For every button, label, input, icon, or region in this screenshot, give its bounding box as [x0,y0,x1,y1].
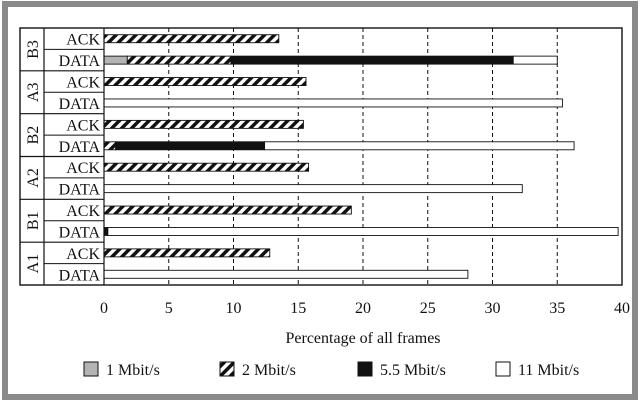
legend-label: 2 Mbit/s [242,362,296,379]
bar-A1-ack-hatch [103,248,271,258]
legend-label: 1 Mbit/s [106,362,160,379]
category-label-ack: ACK [66,32,100,49]
bar-B1-data-white [107,227,619,236]
category-label-data: DATA [59,53,101,70]
x-tick-label: 10 [226,300,242,317]
bar-B3-data-black [230,55,514,65]
bar-A3-data-white [103,98,563,108]
category-label-ack: ACK [66,203,100,220]
x-tick-label: 20 [355,300,371,317]
x-tick-label: 15 [290,300,306,317]
category-label-data: DATA [59,96,101,113]
x-tick-label: 40 [614,300,630,317]
x-tick-label: 25 [420,300,436,317]
bar-B2-ack-hatch [103,119,304,129]
bar-B1-ack-hatch [103,205,352,215]
bar-A1-data-white [103,269,469,279]
bar-A2-data-white [103,184,523,194]
legend-swatch-white [495,361,511,377]
category-label-ack: ACK [66,75,100,92]
outer-border [2,1,638,400]
legend-swatch-hatch [219,361,235,377]
bar-B3-ack-hatch [103,34,280,44]
bar-A3-ack-hatch [103,77,307,86]
x-tick-label: 30 [485,300,501,317]
legend-swatch-black [357,361,373,377]
x-tick-label: 35 [549,300,565,317]
bar-B2-data-hatch [103,141,117,151]
bar-B2-data-white [264,141,575,151]
legend-label: 5.5 Mbit/s [380,362,446,379]
x-tick-label: 0 [100,300,108,317]
x-axis-title: Percentage of all frames [285,330,440,347]
category-label-ack: ACK [66,160,100,177]
group-label-A2: A2 [25,168,42,188]
group-label-B1: B1 [25,211,42,230]
bar-B3-data-gray [103,55,128,65]
category-label-data: DATA [59,182,101,199]
plot-area-border [19,27,623,286]
group-label-B3: B3 [25,40,42,59]
category-label-data: DATA [59,139,101,156]
x-tick-label: 5 [165,300,173,317]
group-label-B2: B2 [25,126,42,145]
bar-B3-data-hatch [126,55,232,65]
bar-A2-ack-hatch [103,162,310,172]
category-label-data: DATA [59,224,101,241]
legend-label: 11 Mbit/s [518,362,579,379]
category-label-ack: ACK [66,246,100,263]
legend-swatch-gray [83,361,99,377]
group-label-A3: A3 [25,82,42,102]
bar-B2-data-black [115,141,266,151]
category-label-ack: ACK [66,117,100,134]
bar-B3-data-white [512,55,558,65]
group-label-A1: A1 [25,254,42,274]
category-label-data: DATA [59,267,101,284]
